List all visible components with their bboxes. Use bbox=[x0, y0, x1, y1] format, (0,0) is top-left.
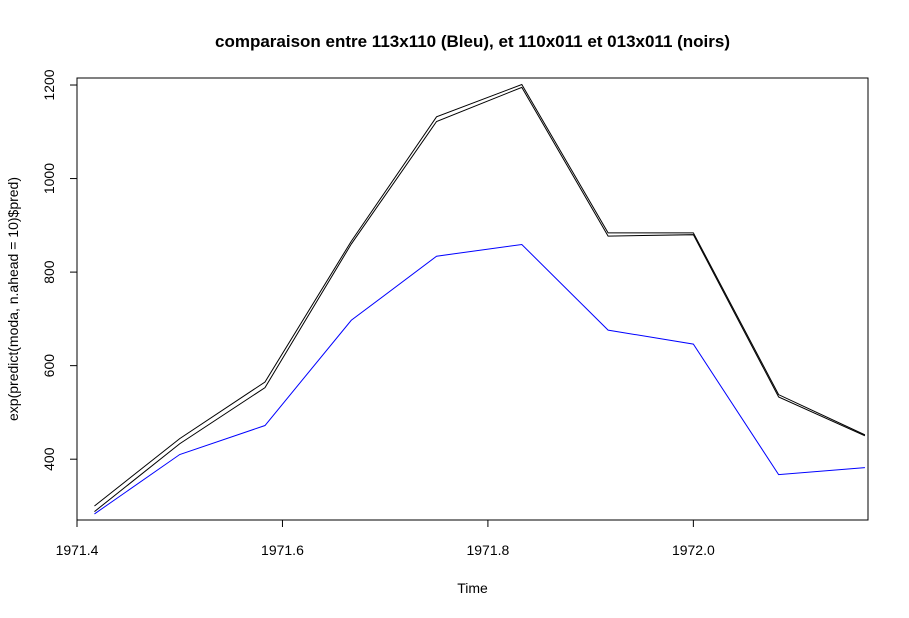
chart-title: comparaison entre 113x110 (Bleu), et 110… bbox=[215, 32, 730, 51]
series-layer bbox=[94, 83, 866, 515]
x-axis-label: Time bbox=[457, 580, 488, 596]
plot-frame bbox=[76, 77, 869, 521]
x-tick-label: 1971.6 bbox=[261, 542, 304, 558]
x-axis: 1971.4 1971.6 1971.8 1972.0 bbox=[56, 519, 715, 558]
x-tick-label: 1972.0 bbox=[672, 542, 715, 558]
series-line-1 bbox=[94, 243, 865, 515]
series-line-3 bbox=[94, 86, 866, 512]
y-tick-label: 600 bbox=[41, 354, 57, 378]
y-axis: 400 600 800 1000 1200 bbox=[41, 69, 78, 471]
x-tick-label: 1971.8 bbox=[466, 542, 509, 558]
x-tick-label: 1971.4 bbox=[56, 542, 99, 558]
y-tick-label: 400 bbox=[41, 447, 57, 471]
y-tick-label: 1200 bbox=[41, 69, 57, 100]
y-tick-label: 800 bbox=[41, 260, 57, 284]
series-line-2 bbox=[94, 83, 866, 507]
y-axis-label: exp(predict(moda, n.ahead = 10)$pred) bbox=[5, 177, 21, 421]
y-tick-label: 1000 bbox=[41, 163, 57, 194]
